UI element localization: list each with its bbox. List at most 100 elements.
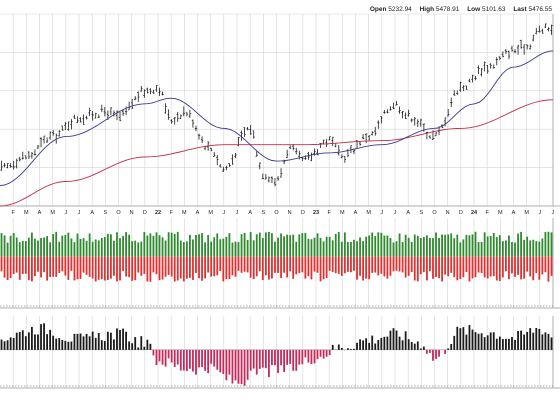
advancers-bar bbox=[164, 240, 167, 257]
decliners-bar bbox=[24, 256, 27, 274]
advancers-bar bbox=[401, 242, 404, 257]
decliners-bar bbox=[422, 256, 425, 273]
oscillator-bar bbox=[544, 332, 547, 350]
advancers-bar bbox=[544, 232, 547, 257]
oscillator-bar bbox=[514, 339, 516, 350]
x-tick-label: F bbox=[11, 210, 15, 216]
decliners-bar bbox=[453, 256, 456, 278]
x-tick-label: J bbox=[64, 210, 67, 216]
advancers-bar bbox=[189, 234, 191, 257]
decliners-bar bbox=[52, 256, 55, 277]
decliners-bar bbox=[465, 256, 468, 273]
advancers-bar bbox=[167, 232, 170, 257]
advancers-bar bbox=[334, 233, 337, 257]
decliners-bar bbox=[325, 256, 328, 278]
oscillator-bar bbox=[350, 349, 352, 350]
advancers-bar bbox=[389, 238, 392, 257]
oscillator-bar bbox=[110, 332, 112, 350]
oscillator-bar bbox=[377, 339, 380, 350]
x-tick-label: N bbox=[130, 210, 134, 216]
x-tick-label: 24 bbox=[471, 210, 478, 216]
advancers-bar bbox=[249, 232, 252, 257]
oscillator-bar bbox=[170, 349, 173, 363]
oscillator-bar bbox=[268, 349, 270, 378]
decliners-bar bbox=[377, 256, 380, 276]
oscillator-bar bbox=[325, 349, 328, 357]
advancers-bar bbox=[295, 241, 298, 257]
decliners-bar bbox=[216, 256, 219, 276]
decliners-bar bbox=[295, 256, 298, 275]
oscillator-bar bbox=[246, 349, 249, 380]
advancers-bar bbox=[255, 234, 258, 257]
advancers-bar bbox=[216, 233, 219, 257]
breadth-panel bbox=[0, 218, 560, 309]
advancers-bar bbox=[179, 240, 182, 257]
decliners-bar bbox=[58, 256, 61, 273]
oscillator-bar bbox=[529, 328, 532, 350]
advancers-bar bbox=[550, 232, 553, 257]
advancers-bar bbox=[316, 233, 319, 257]
oscillator-bar bbox=[198, 349, 200, 368]
advancers-bar bbox=[441, 234, 443, 257]
advancers-bar bbox=[350, 241, 352, 257]
advancers-bar bbox=[538, 241, 541, 257]
decliners-bar bbox=[429, 256, 431, 272]
advancers-bar bbox=[240, 234, 243, 257]
oscillator-bar bbox=[541, 334, 544, 350]
advancers-bar bbox=[301, 233, 304, 257]
advancers-bar bbox=[547, 231, 550, 257]
advancers-bar bbox=[18, 242, 21, 257]
decliners-bar bbox=[468, 256, 471, 282]
decliners-bar bbox=[79, 256, 82, 279]
decliners-bar bbox=[246, 256, 249, 273]
advancers-bar bbox=[119, 238, 121, 257]
decliners-bar bbox=[103, 256, 106, 281]
oscillator-bar bbox=[289, 349, 292, 364]
oscillator-bar bbox=[416, 341, 419, 350]
advancers-bar bbox=[398, 233, 401, 257]
oscillator-bar bbox=[486, 335, 489, 350]
oscillator-bar bbox=[88, 336, 91, 350]
decliners-bar bbox=[350, 256, 352, 273]
advancers-bar bbox=[34, 238, 36, 257]
decliners-bar bbox=[541, 256, 544, 275]
decliners-bar bbox=[280, 256, 282, 279]
oscillator-bar bbox=[508, 338, 510, 350]
advancers-bar bbox=[517, 233, 519, 257]
advancers-bar bbox=[67, 232, 70, 257]
advancers-bar bbox=[444, 234, 447, 257]
decliners-bar bbox=[404, 256, 407, 278]
oscillator-bar bbox=[146, 339, 149, 350]
oscillator-panel bbox=[0, 316, 560, 389]
x-tick-label: O bbox=[116, 210, 121, 216]
oscillator-bar bbox=[331, 344, 334, 350]
advancers-bar bbox=[131, 241, 134, 257]
oscillator-bar bbox=[182, 349, 185, 371]
x-tick-label: F bbox=[169, 210, 173, 216]
oscillator-bar bbox=[219, 349, 222, 373]
advancers-bar bbox=[337, 231, 340, 257]
decliners-bar bbox=[520, 256, 522, 280]
oscillator-bar bbox=[167, 349, 170, 359]
advancers-bar bbox=[158, 235, 161, 257]
decliners-bar bbox=[204, 256, 206, 279]
advancers-bar bbox=[359, 237, 361, 257]
quote-readout: Open 5232.94 High 5478.91 Low 5101.63 La… bbox=[370, 6, 558, 13]
decliners-bar bbox=[438, 256, 440, 279]
oscillator-bar bbox=[82, 336, 85, 350]
decliners-bar bbox=[27, 256, 30, 281]
decliners-bar bbox=[550, 256, 553, 276]
oscillator-bar bbox=[195, 349, 197, 375]
decliners-bar bbox=[213, 256, 216, 277]
oscillator-bar bbox=[304, 349, 307, 358]
advancers-bar bbox=[459, 242, 462, 257]
decliners-bar bbox=[15, 256, 18, 273]
oscillator-bar bbox=[492, 332, 495, 350]
decliners-bar bbox=[179, 256, 182, 279]
oscillator-bar bbox=[125, 331, 127, 350]
x-tick-label: M bbox=[340, 210, 345, 216]
advancers-bar bbox=[161, 237, 164, 257]
advancers-bar bbox=[362, 241, 364, 257]
advancers-bar bbox=[298, 234, 301, 257]
